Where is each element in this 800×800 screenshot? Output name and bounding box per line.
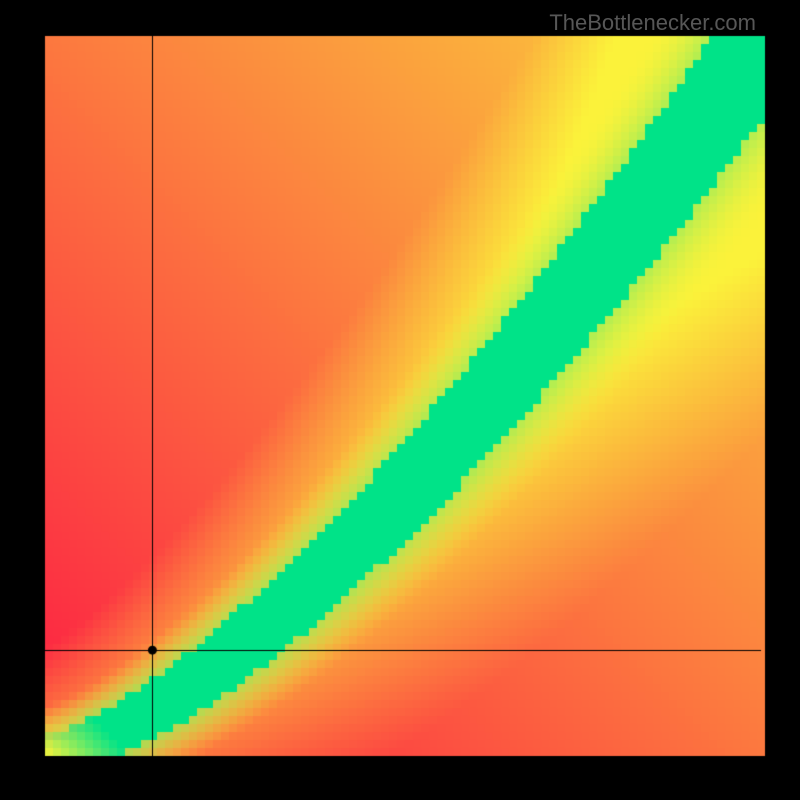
chart-container: TheBottlenecker.com: [0, 0, 800, 800]
bottleneck-heatmap: [0, 0, 800, 800]
watermark-text: TheBottlenecker.com: [549, 10, 756, 36]
